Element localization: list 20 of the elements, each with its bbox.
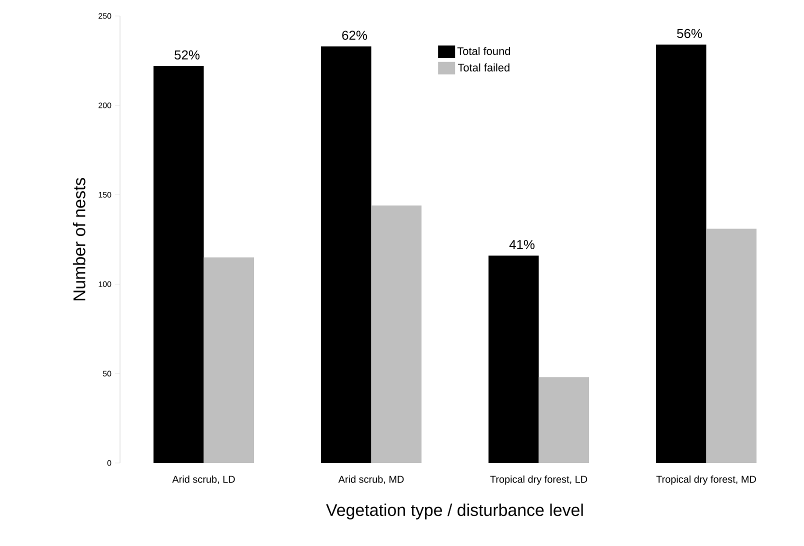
x-tick-label: Arid scrub, LD [172,476,235,484]
bar [538,377,590,463]
x-tick-label: Arid scrub, MD [338,476,404,484]
bar [371,206,422,463]
legend-label: Total failed [458,63,510,72]
x-tick-label: Tropical dry forest, MD [656,476,756,485]
annotation: 52% [174,50,200,60]
legend-label: Total found [457,46,510,56]
annotation: 41% [509,240,535,250]
bar [706,228,757,463]
bar [488,256,539,463]
y-axis-title: Number of nests [72,178,86,300]
x-axis-title: Vegetation type / disturbance level [326,504,583,520]
bar [656,44,706,463]
bar [154,66,204,463]
annotation: 56% [677,28,702,38]
annotation: 62% [342,30,368,40]
bar [204,257,254,463]
x-tick-label: Tropical dry forest, LD [490,476,588,485]
bar [321,46,372,463]
